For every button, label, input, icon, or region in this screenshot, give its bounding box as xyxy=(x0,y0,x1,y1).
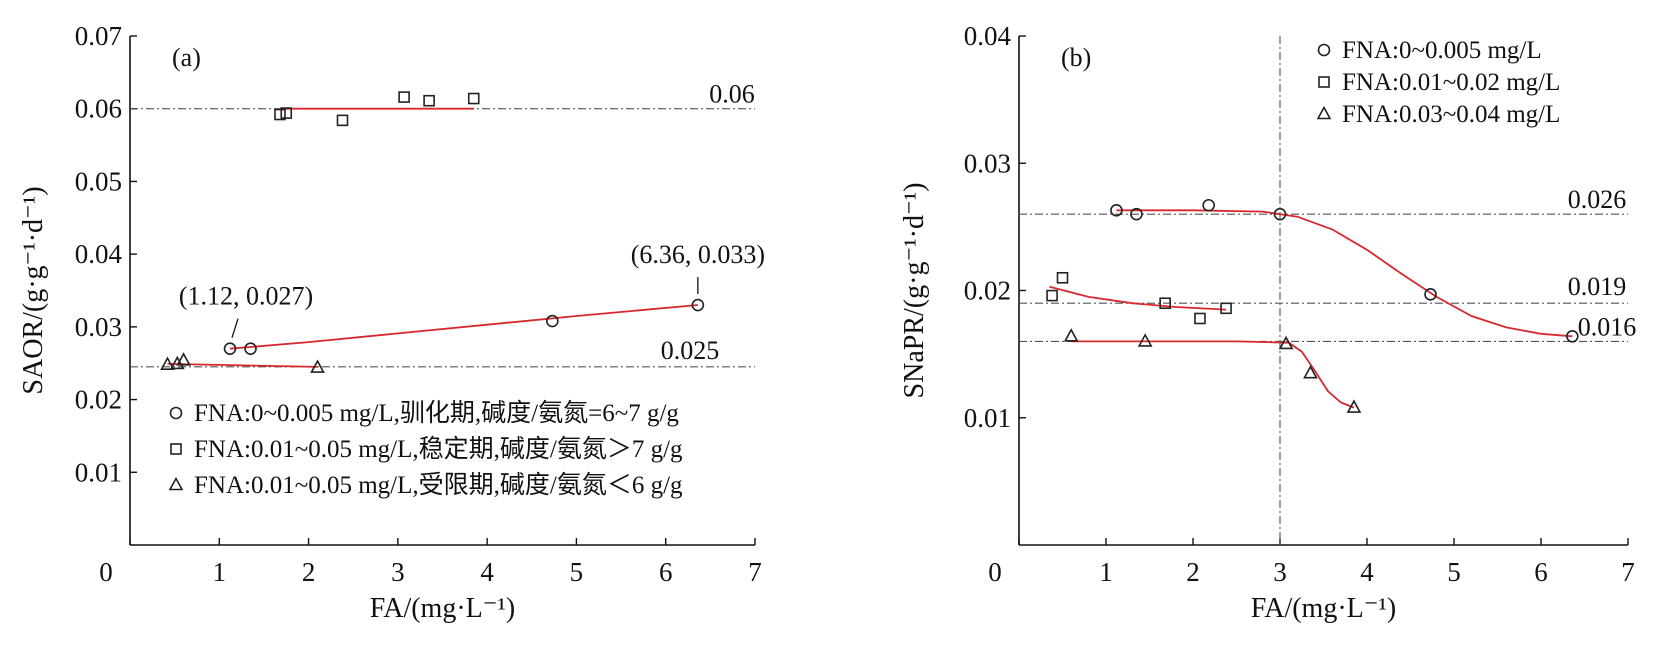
y-tick-label: 0.03 xyxy=(75,312,122,342)
data-point-square xyxy=(336,114,349,127)
data-point-triangle xyxy=(1278,335,1294,350)
reference-line-label: 0.026 xyxy=(1568,185,1627,214)
legend-marker-circle xyxy=(1317,43,1331,57)
x-tick-label: 4 xyxy=(480,557,494,587)
annotation-label: (6.36, 0.033) xyxy=(631,240,765,269)
panel-label: (b) xyxy=(1061,43,1091,72)
y-tick-label: 0.02 xyxy=(964,276,1011,306)
x-tick-label: 0 xyxy=(99,557,113,587)
reference-line-label: 0.019 xyxy=(1568,272,1627,301)
legend-marker-square xyxy=(170,443,182,455)
fit-curve xyxy=(229,304,698,350)
x-tick-label: 6 xyxy=(659,557,673,587)
data-point-square xyxy=(1046,289,1058,302)
fit-curve xyxy=(167,363,318,368)
x-axis-label: FA/(mg·L⁻¹) xyxy=(370,593,516,624)
data-point-triangle xyxy=(1137,333,1153,347)
x-tick-label: 3 xyxy=(1273,557,1287,587)
data-point-square xyxy=(1220,302,1232,315)
data-point-triangle xyxy=(1346,399,1362,413)
data-point-circle xyxy=(546,314,559,328)
reference-line-label: 0.06 xyxy=(709,80,755,109)
x-axis-label: FA/(mg·L⁻¹) xyxy=(1251,593,1397,624)
data-point-square xyxy=(1056,271,1069,284)
legend-entry: FNA:0~0.005 mg/L,驯化期,碱度/氨氮=6~7 g/g xyxy=(194,399,679,427)
panel-label: (a) xyxy=(172,43,201,72)
data-point-square xyxy=(274,108,286,121)
y-tick-label: 0.01 xyxy=(964,403,1011,433)
x-tick-label: 5 xyxy=(570,557,584,587)
x-tick-label: 2 xyxy=(1186,557,1200,587)
y-tick-label: 0.06 xyxy=(75,94,122,124)
reference-line-label: 0.025 xyxy=(661,336,720,365)
panel-b-chart: 0 1 2 3 4 5 6 7 0.01 0.02 0.03 0.04 FA/(mg·L⁻¹) SNaPR… xyxy=(899,21,1636,624)
fit-curve xyxy=(1071,340,1355,409)
y-tick-label: 0.04 xyxy=(964,21,1012,51)
x-tick-label: 4 xyxy=(1360,557,1374,587)
y-tick-label: 0.05 xyxy=(75,166,122,196)
legend-entry: FNA:0.01~0.02 mg/L xyxy=(1342,69,1560,96)
legend-marker-triangle xyxy=(1316,105,1332,120)
data-point-square xyxy=(280,107,293,119)
y-axis-label: SAOR/(g·g⁻¹·d⁻¹) xyxy=(18,186,49,394)
data-point-circle xyxy=(1273,207,1287,221)
x-tick-label: 7 xyxy=(748,557,762,587)
x-tick-label: 3 xyxy=(391,557,405,587)
data-point-circle xyxy=(1202,198,1215,212)
annotation-leader xyxy=(231,318,239,338)
data-point-square xyxy=(1194,312,1206,325)
panel-a-chart: 0 1 2 3 4 5 6 7 0.01 0.02 0.03 0.04 0.05 0.06 0.07 FA/(… xyxy=(18,21,765,624)
x-tick-label: 1 xyxy=(1099,557,1113,587)
data-point-circle xyxy=(691,298,705,312)
data-point-square xyxy=(467,92,480,105)
data-point-circle xyxy=(223,342,237,355)
data-point-triangle xyxy=(1303,365,1318,379)
data-point-square xyxy=(423,94,435,107)
y-tick-label: 0.04 xyxy=(75,239,123,269)
data-point-triangle xyxy=(310,359,325,373)
data-point-triangle xyxy=(176,352,191,366)
x-tick-label: 1 xyxy=(213,557,227,587)
data-point-circle xyxy=(1110,204,1123,217)
x-tick-label: 5 xyxy=(1447,557,1461,587)
y-axis-label: SNaPR/(g·g⁻¹·d⁻¹) xyxy=(899,183,930,399)
data-point-circle xyxy=(1566,330,1579,343)
data-point-square xyxy=(398,91,410,103)
data-point-circle xyxy=(1130,207,1143,221)
legend-entry: FNA:0.01~0.05 mg/L,受限期,碱度/氨氮＜6 g/g xyxy=(194,471,683,499)
x-tick-label: 0 xyxy=(988,557,1002,587)
legend-entry: FNA:0.01~0.05 mg/L,稳定期,碱度/氨氮＞7 g/g xyxy=(194,435,683,463)
legend-entry: FNA:0.03~0.04 mg/L xyxy=(1342,101,1560,128)
x-tick-label: 2 xyxy=(302,557,316,587)
legend-marker-square xyxy=(1318,76,1330,88)
y-tick-label: 0.02 xyxy=(75,385,122,415)
annotation-label: (1.12, 0.027) xyxy=(179,282,313,311)
legend-marker-circle xyxy=(169,406,183,420)
y-tick-label: 0.07 xyxy=(75,21,122,51)
fit-curve xyxy=(1049,285,1227,311)
data-point-circle xyxy=(244,342,257,355)
legend-entry: FNA:0~0.005 mg/L xyxy=(1342,37,1542,64)
data-point-triangle xyxy=(1063,328,1079,342)
data-point-triangle xyxy=(160,356,175,370)
y-tick-label: 0.03 xyxy=(964,148,1011,178)
fit-curve xyxy=(1116,209,1573,338)
data-point-circle xyxy=(1424,288,1437,301)
reference-line-label: 0.016 xyxy=(1578,312,1637,341)
data-point-triangle xyxy=(169,355,185,370)
legend-marker-triangle xyxy=(168,476,184,491)
y-tick-label: 0.01 xyxy=(75,457,122,487)
x-tick-label: 6 xyxy=(1534,557,1548,587)
data-point-square xyxy=(1159,297,1171,310)
x-tick-label: 7 xyxy=(1621,557,1635,587)
